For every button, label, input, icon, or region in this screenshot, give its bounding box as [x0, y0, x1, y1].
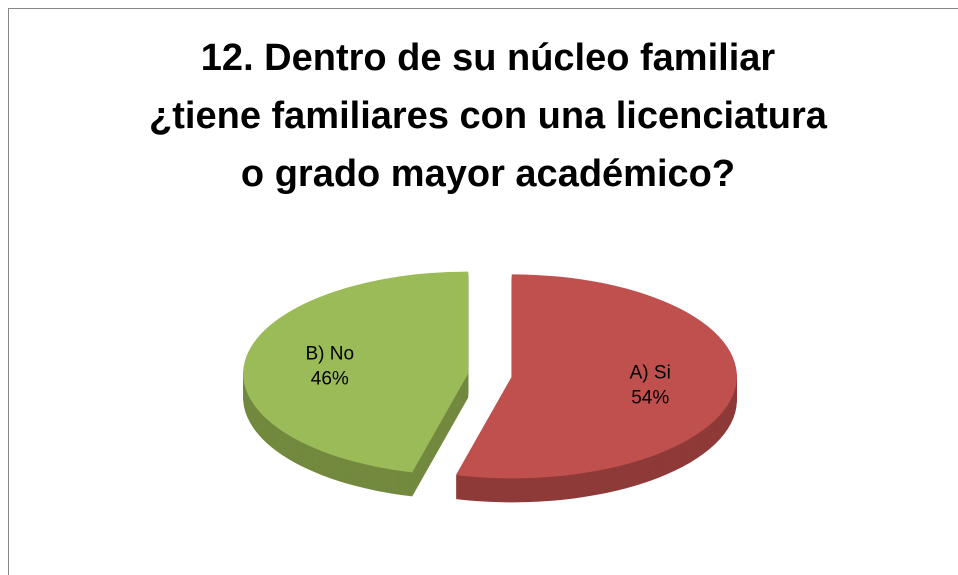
slice-category-label: B) No — [305, 344, 354, 365]
chart-title: 12. Dentro de su núcleo familiar — [201, 37, 776, 79]
slice — [243, 271, 469, 473]
slice — [455, 274, 737, 479]
slice-value-label: 46% — [311, 369, 349, 390]
slice-value-label: 54% — [631, 387, 669, 408]
chart-title: o grado mayor académico? — [241, 153, 735, 195]
chart-title: ¿tiene familiares con una licenciatura — [149, 95, 828, 137]
slice-category-label: A) Si — [630, 362, 671, 383]
